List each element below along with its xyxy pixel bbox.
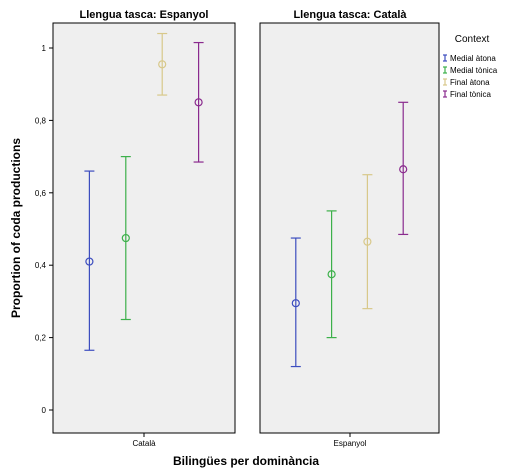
mean-point [399, 165, 408, 174]
legend: Context Medial àtona Medial tònica Final à… [443, 34, 498, 99]
y-axis: 0 0,2 0,4 0,6 0,8 1 [35, 44, 53, 415]
y-tick-label: 0,6 [35, 189, 47, 198]
panel-background [259, 22, 440, 434]
panel-marks [84, 32, 204, 351]
y-tick-label: 1 [42, 44, 47, 53]
panel-title: Llengua tasca: Espanyol [80, 9, 209, 21]
legend-label: Medial tònica [450, 66, 498, 75]
y-axis-title: Proportion of coda productions [9, 138, 23, 318]
x-tick-label: Català [132, 439, 156, 448]
panel-background [52, 22, 236, 434]
panel-marks [290, 101, 409, 368]
mean-point [158, 60, 167, 69]
mean-point [121, 233, 130, 243]
y-tick-label: 0 [42, 406, 47, 415]
panel-espanyol: Llengua tasca: Espanyol Català [52, 9, 236, 448]
y-tick-label: 0,8 [35, 116, 47, 125]
mean-point [363, 237, 372, 246]
mean-point [327, 270, 336, 279]
legend-label: Final tònica [450, 90, 491, 99]
legend-title: Context [455, 34, 490, 45]
legend-label: Medial àtona [450, 54, 496, 63]
panel-catala: Llengua tasca: Català Espanyol [259, 9, 440, 448]
mean-point [291, 299, 300, 308]
mean-point [194, 98, 203, 107]
mean-point [85, 257, 94, 266]
panel-title: Llengua tasca: Català [293, 9, 407, 21]
x-axis-title: Bilingües per dominància [173, 454, 319, 468]
y-tick-label: 0,2 [35, 334, 47, 343]
y-tick-label: 0,4 [35, 261, 47, 270]
legend-label: Final àtona [450, 78, 490, 87]
x-tick-label: Espanyol [334, 439, 367, 448]
